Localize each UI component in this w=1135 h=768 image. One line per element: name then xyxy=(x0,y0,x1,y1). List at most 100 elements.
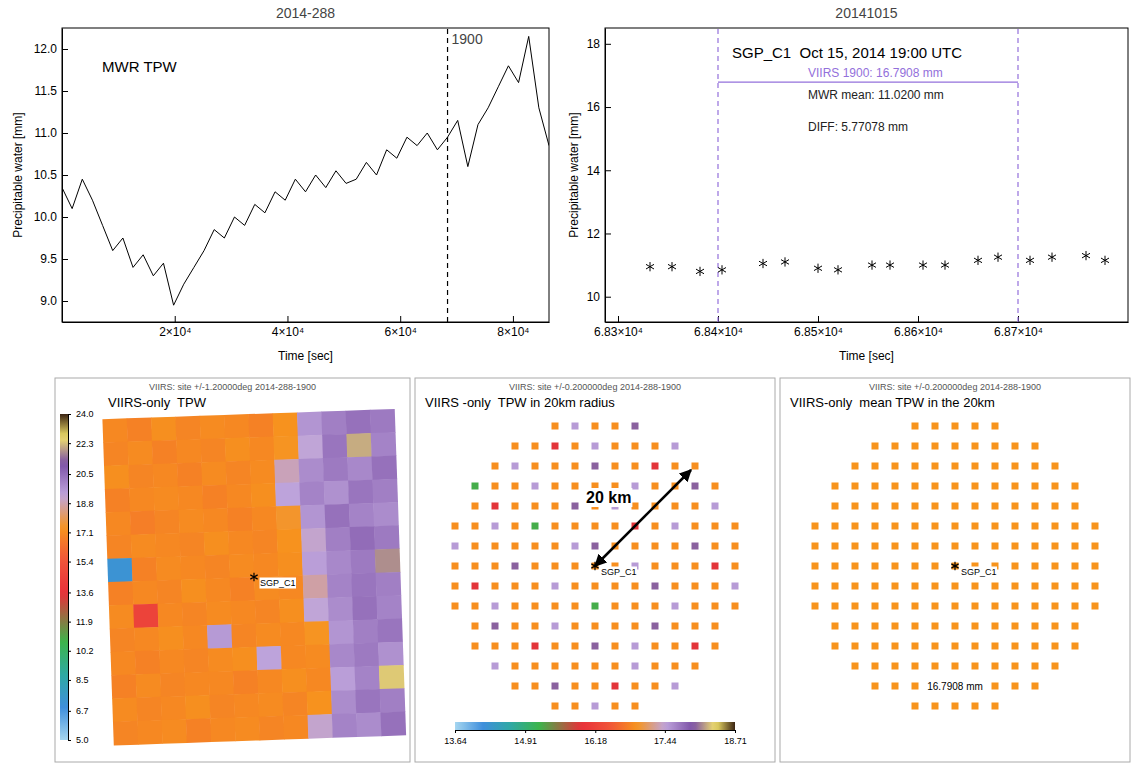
map-cell xyxy=(330,667,356,692)
tick-label: 17.1 xyxy=(76,528,94,538)
map-cell xyxy=(103,442,129,467)
data-dot xyxy=(952,703,959,710)
data-dot xyxy=(852,483,859,490)
map-cell xyxy=(259,716,285,741)
y-axis-title: Precipitable water [mm] xyxy=(11,112,25,237)
data-dot xyxy=(712,623,719,630)
data-dot xyxy=(1032,683,1039,690)
site-marker xyxy=(591,562,598,570)
data-dot xyxy=(972,503,979,510)
data-dot xyxy=(532,503,539,510)
tick-mark xyxy=(735,730,736,733)
data-dot xyxy=(1072,623,1079,630)
map-cell xyxy=(302,551,328,576)
tick-mark xyxy=(68,651,71,652)
tick-label: 6×10⁴ xyxy=(385,325,417,339)
data-dot xyxy=(672,583,679,590)
data-dot xyxy=(952,523,959,530)
data-label: 16.7908 mm xyxy=(927,681,983,692)
data-dot xyxy=(572,603,579,610)
data-point xyxy=(868,260,876,269)
map-cell xyxy=(200,438,226,463)
map-cell xyxy=(256,646,282,671)
data-dot xyxy=(812,563,819,570)
map-cell xyxy=(180,555,206,580)
data-dot xyxy=(952,583,959,590)
data-dot xyxy=(992,703,999,710)
axis-line xyxy=(68,415,69,741)
data-dot xyxy=(592,543,599,550)
x-axis: 6.83×10⁴6.84×10⁴6.85×10⁴6.86×10⁴6.87×10⁴ xyxy=(594,316,1128,339)
data-dot xyxy=(852,543,859,550)
data-dot xyxy=(992,623,999,630)
data-point xyxy=(1101,256,1109,265)
data-dot xyxy=(652,663,659,670)
data-dot xyxy=(552,483,559,490)
map-cell xyxy=(252,530,278,555)
data-dot xyxy=(512,603,519,610)
tick-label: 13.6 xyxy=(76,588,94,598)
data-dot xyxy=(1092,523,1099,530)
map-cell xyxy=(157,580,183,605)
map-cell xyxy=(132,580,158,605)
map-cell xyxy=(279,599,305,624)
panel-title: VIIRS: site +/-0.200000deg 2014-288-1900 xyxy=(509,382,681,392)
data-dot xyxy=(552,683,559,690)
data-point xyxy=(759,259,767,268)
map-cell xyxy=(186,718,212,743)
map-cell xyxy=(371,432,397,457)
reference-line xyxy=(718,81,1018,82)
data-dot xyxy=(652,523,659,530)
tick-label: 8×10⁴ xyxy=(497,325,529,339)
data-dot xyxy=(512,523,519,530)
map-cell xyxy=(182,602,208,627)
map-cell xyxy=(235,717,261,742)
data-dot xyxy=(932,523,939,530)
data-dot xyxy=(932,483,939,490)
data-dot xyxy=(692,523,699,530)
plot-area xyxy=(646,28,1109,322)
data-dot xyxy=(932,423,939,430)
data-dot xyxy=(1072,543,1079,550)
annotation: VIIRS-only TPW xyxy=(108,395,207,410)
tick-label: 16.18 xyxy=(585,736,608,746)
plot-frame xyxy=(62,28,549,322)
tick-mark xyxy=(513,316,514,322)
data-dot xyxy=(932,563,939,570)
data-dot xyxy=(1092,563,1099,570)
data-dot xyxy=(552,643,559,650)
data-dot xyxy=(832,643,839,650)
data-dot xyxy=(572,643,579,650)
map-cell xyxy=(278,552,304,577)
data-dot xyxy=(1012,563,1019,570)
tick-mark xyxy=(62,301,68,302)
text-background xyxy=(260,578,297,589)
data-dot xyxy=(732,543,739,550)
map-cell xyxy=(348,480,374,505)
tick-label: 12 xyxy=(587,227,601,241)
tick-mark xyxy=(62,175,68,176)
data-dot xyxy=(552,543,559,550)
tick: 11.9 xyxy=(68,617,93,627)
tick: 6.85×10⁴ xyxy=(794,316,843,339)
data-dot xyxy=(952,463,959,470)
data-dot xyxy=(512,583,519,590)
tick-label: 16 xyxy=(587,100,601,114)
map-cell xyxy=(128,441,154,466)
tick-label: 18.8 xyxy=(76,499,94,509)
data-dot xyxy=(992,443,999,450)
data-dot xyxy=(572,503,579,510)
map-cell xyxy=(258,692,284,717)
data-dot xyxy=(1012,623,1019,630)
data-dot xyxy=(992,483,999,490)
data-dot xyxy=(552,523,559,530)
map-cell xyxy=(255,599,281,624)
tick: 15.4 xyxy=(68,557,94,567)
data-dot xyxy=(532,543,539,550)
tick-mark xyxy=(400,316,401,322)
data-dot xyxy=(912,623,919,630)
data-dot xyxy=(712,563,719,570)
tick-mark xyxy=(605,44,611,45)
data-dot xyxy=(1012,483,1019,490)
data-dot xyxy=(872,583,879,590)
